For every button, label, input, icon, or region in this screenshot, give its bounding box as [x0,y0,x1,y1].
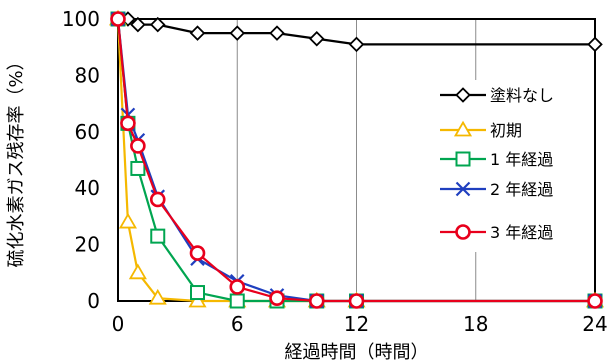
series-0-point-5 [229,25,246,41]
series-4-point-6 [269,290,285,306]
x-tick-label-4: 24 [582,312,607,336]
y-tick-label-1: 20 [75,233,100,257]
legend-item-2: 1 年経過 [440,150,553,169]
series-4-point-4 [189,245,206,261]
legend-swatch-marker-3 [455,181,471,197]
series-2-point-4 [190,285,205,301]
x-axis-title: 経過時間（時間） [285,342,429,363]
series-0-point-7 [308,30,325,47]
x-tick-label-1: 6 [231,312,244,336]
legend-item-0: 塗料なし [440,86,554,105]
x-tick-label-3: 18 [463,312,488,336]
y-axis-title: 硫化水素ガス残存率（%） [6,52,27,267]
legend-swatch-marker-4 [455,224,471,240]
series-4-point-8 [348,293,365,309]
y-tick-label-5: 100 [62,7,100,31]
x-tick-label-2: 12 [344,312,369,336]
legend-label-1: 初期 [490,121,522,140]
series-0-point-8 [348,36,365,53]
series-1-point-1 [118,212,137,229]
y-tick-label-4: 80 [75,63,100,87]
legend-swatch-marker-2 [455,151,471,167]
legend-label-0: 塗料なし [490,86,554,105]
y-tick-label-2: 40 [75,176,100,200]
series-0-line [118,17,595,46]
y-tick-label-0: 0 [87,289,100,313]
legend-item-1: 初期 [440,120,522,140]
legend-label-3: 2 年経過 [490,180,553,199]
series-0-point-6 [269,25,285,41]
series-2-point-3 [150,228,166,244]
series-4-point-5 [229,279,246,295]
series-2-point-2 [130,160,146,176]
series-4-point-0 [110,11,126,27]
series-2-point-5 [229,293,245,309]
legend-swatch-marker-1 [453,120,473,137]
series-4-point-2 [130,138,146,154]
series-0-point-9 [587,36,603,53]
series-4 [110,11,603,309]
legend-item-4: 3 年経過 [440,223,553,242]
series-1-point-3 [148,288,167,305]
series-4-line [116,18,595,303]
legend-item-3: 2 年経過 [440,180,553,199]
y-tick-label-3: 60 [75,120,100,144]
series-1-point-2 [128,263,147,280]
series-4-point-3 [149,191,166,208]
legend-swatch-marker-0 [455,87,471,103]
series-0-point-4 [189,25,206,41]
series-0 [110,11,603,53]
series-0-point-2 [130,16,146,33]
x-tick-label-0: 0 [112,312,125,336]
series-4-point-7 [308,293,325,309]
series-4-point-1 [120,115,136,132]
series-4-point-9 [587,293,603,309]
series-layer [108,9,605,309]
series-0-point-3 [149,16,166,33]
legend-label-2: 1 年経過 [490,150,553,169]
tick-labels: 0 6 12 18 24 0 20 40 60 80 100 [62,7,608,336]
legend-label-4: 3 年経過 [490,223,553,242]
